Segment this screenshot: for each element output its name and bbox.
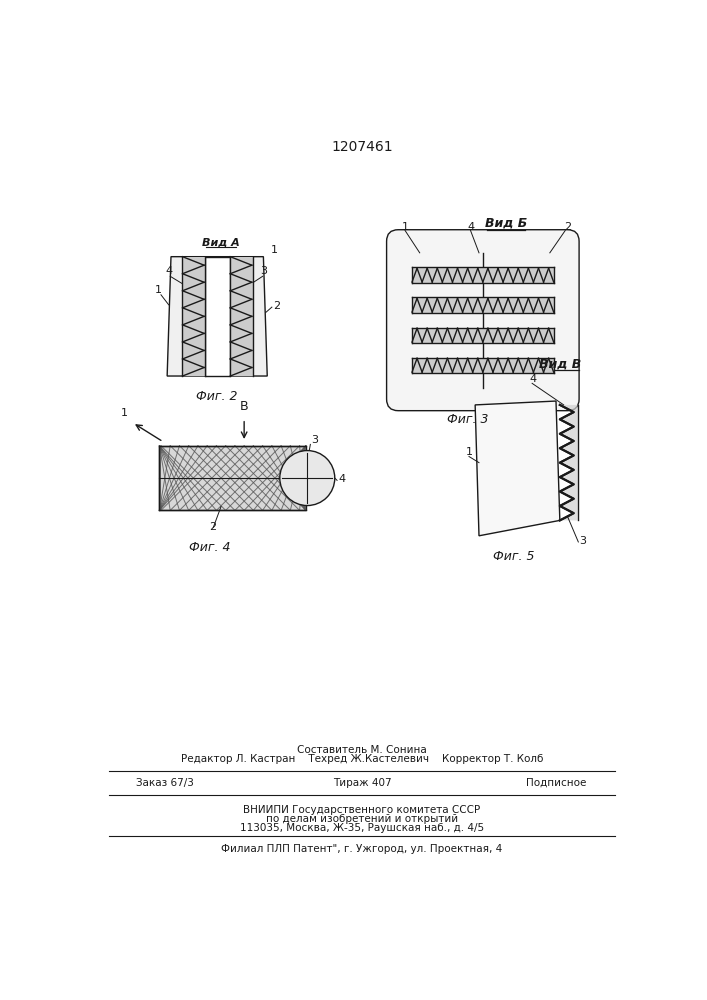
Polygon shape xyxy=(412,267,554,283)
Text: Тираж 407: Тираж 407 xyxy=(332,778,391,788)
Polygon shape xyxy=(230,257,252,376)
Text: В: В xyxy=(240,400,248,413)
Polygon shape xyxy=(182,257,205,376)
Text: 1207461: 1207461 xyxy=(331,140,393,154)
Text: 3: 3 xyxy=(260,266,267,276)
Text: Фиг. 4: Фиг. 4 xyxy=(189,541,230,554)
Polygon shape xyxy=(412,328,554,343)
Text: Фиг. 3: Фиг. 3 xyxy=(447,413,489,426)
Text: 4: 4 xyxy=(165,266,173,276)
Text: по делам изобретений и открытий: по делам изобретений и открытий xyxy=(266,814,458,824)
Text: 1: 1 xyxy=(121,408,128,418)
Text: 1: 1 xyxy=(466,447,473,457)
Text: 3: 3 xyxy=(311,435,318,445)
Text: 2: 2 xyxy=(563,222,571,232)
Text: Вид В: Вид В xyxy=(539,357,581,370)
Polygon shape xyxy=(205,257,230,376)
Text: 1: 1 xyxy=(154,285,161,295)
Text: Вид Б: Вид Б xyxy=(485,217,527,230)
Text: 113035, Москва, Ж-35, Раушская наб., д. 4/5: 113035, Москва, Ж-35, Раушская наб., д. … xyxy=(240,823,484,833)
Text: ВНИИПИ Государственного комитета СССР: ВНИИПИ Государственного комитета СССР xyxy=(243,805,481,815)
Text: Составитель М. Сонина: Составитель М. Сонина xyxy=(297,745,427,755)
Text: 4: 4 xyxy=(467,222,474,232)
Polygon shape xyxy=(167,257,267,376)
Polygon shape xyxy=(160,446,305,510)
Text: Фиг. 2: Фиг. 2 xyxy=(197,390,238,403)
Polygon shape xyxy=(412,297,554,313)
Text: 2: 2 xyxy=(209,522,216,532)
Polygon shape xyxy=(475,401,560,536)
Text: 1: 1 xyxy=(271,245,278,255)
Polygon shape xyxy=(412,358,554,373)
Text: Подписное: Подписное xyxy=(527,778,587,788)
Text: 4: 4 xyxy=(339,474,346,484)
Text: 3: 3 xyxy=(579,536,586,546)
Text: 2: 2 xyxy=(274,301,281,311)
Text: 4: 4 xyxy=(529,374,536,384)
Polygon shape xyxy=(560,405,578,520)
Text: 1: 1 xyxy=(402,222,409,232)
Text: Вид А: Вид А xyxy=(202,237,240,247)
FancyBboxPatch shape xyxy=(387,230,579,411)
Text: Заказ 67/3: Заказ 67/3 xyxy=(136,778,194,788)
Circle shape xyxy=(280,451,335,506)
Text: Фиг. 5: Фиг. 5 xyxy=(493,550,534,563)
Text: Редактор Л. Кастран    Техред Ж.Кастелевич    Корректор Т. Колб: Редактор Л. Кастран Техред Ж.Кастелевич … xyxy=(181,754,543,764)
Text: Филиал ПЛП Патент", г. Ужгород, ул. Проектная, 4: Филиал ПЛП Патент", г. Ужгород, ул. Прое… xyxy=(221,844,503,854)
